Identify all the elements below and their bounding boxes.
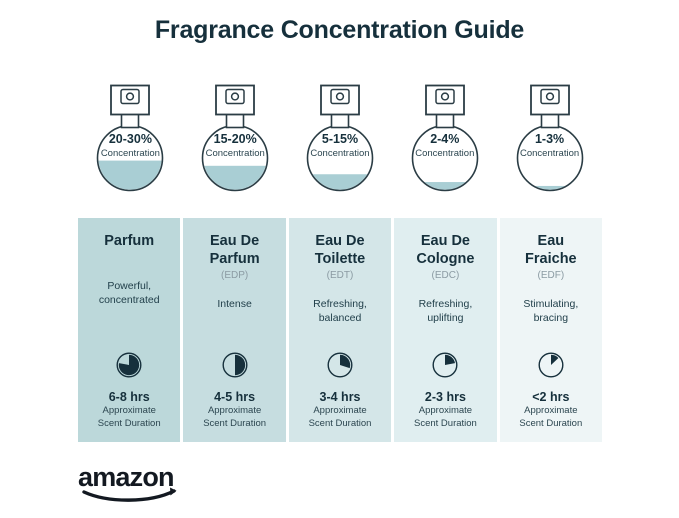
bottle-graphic <box>411 84 479 192</box>
duration-value: <2 hrs <box>532 390 570 404</box>
fragrance-abbreviation: (EDT) <box>326 270 354 281</box>
fragrance-abbreviation: (EDP) <box>220 270 249 281</box>
fragrance-description: Refreshing, balanced <box>313 298 367 324</box>
duration-value: 3-4 hrs <box>319 390 361 404</box>
bottle-1: 20-30% Concentration <box>78 78 183 208</box>
fragrance-name: Eau De Parfum <box>209 233 260 267</box>
amazon-smile-logo: amazon <box>78 462 177 502</box>
bottle-graphic <box>97 84 164 192</box>
fragrance-description: Stimulating, bracing <box>523 298 579 324</box>
fragrance-description: Powerful, concentrated <box>98 280 160 306</box>
scent-duration-clock-icon <box>222 352 248 383</box>
svg-text:amazon: amazon <box>78 462 174 492</box>
panel-5[interactable]: Eau Fraiche (EDF) Stimulating, bracing <2 hrs… <box>499 218 603 442</box>
bottle-graphic <box>306 84 374 192</box>
bottle-5: 1-3% Concentration <box>497 78 602 208</box>
amazon-logo: amazon <box>78 462 190 507</box>
bottle-3: 5-15% Concentration <box>288 78 393 208</box>
panel-4[interactable]: Eau De Cologne (EDC) Refreshing, uplifting 2-… <box>394 218 497 442</box>
duration-value: 2-3 hrs <box>424 390 466 404</box>
scent-duration-clock-icon <box>327 352 353 383</box>
duration-label: Approximate Scent Duration <box>203 405 267 429</box>
fragrance-description: Intense <box>217 298 252 310</box>
panel-1[interactable]: Parfum Powerful, concentrated 6-8 hrs Appro… <box>78 218 181 442</box>
panel-2[interactable]: Eau De Parfum (EDP) Intense 4-5 hrs Approxima… <box>183 218 286 442</box>
duration-label: Approximate Scent Duration <box>97 405 161 429</box>
fragrance-name: Eau Fraiche <box>525 233 577 267</box>
bottle-2: 15-20% Concentration <box>183 78 288 208</box>
scent-duration-clock-icon <box>116 352 142 383</box>
duration-value: 4-5 hrs <box>214 390 256 404</box>
page-title: Fragrance Concentration Guide <box>154 16 525 44</box>
duration-label: Approximate Scent Duration <box>308 405 372 429</box>
fragrance-name: Eau De Toilette <box>314 233 366 267</box>
fragrance-abbreviation: (EDC) <box>431 270 460 281</box>
fragrance-name: Parfum <box>104 233 155 249</box>
bottle-row: 20-30% Concentration 15-20% Concentration 5-… <box>78 78 602 208</box>
scent-duration-clock-icon <box>538 352 564 383</box>
panel-3[interactable]: Eau De Toilette (EDT) Refreshing, balanced 3-… <box>288 218 392 442</box>
duration-label: Approximate Scent Duration <box>519 405 583 429</box>
panel-row: Parfum Powerful, concentrated 6-8 hrs Appro… <box>78 218 603 442</box>
fragrance-name: Eau De Cologne <box>416 233 475 267</box>
fragrance-description: Refreshing, uplifting <box>418 298 473 324</box>
duration-value: 6-8 hrs <box>108 390 150 404</box>
scent-duration-clock-icon <box>432 352 458 383</box>
bottle-graphic <box>516 84 583 192</box>
duration-label: Approximate Scent Duration <box>414 405 477 429</box>
fragrance-abbreviation: (EDF) <box>537 270 565 281</box>
bottle-graphic <box>201 84 269 192</box>
bottle-4: 2-4% Concentration <box>392 78 497 208</box>
